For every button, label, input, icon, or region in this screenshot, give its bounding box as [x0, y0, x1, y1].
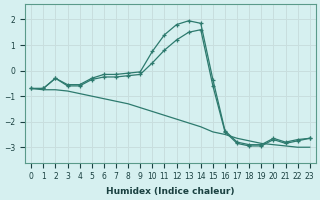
X-axis label: Humidex (Indice chaleur): Humidex (Indice chaleur) — [106, 187, 235, 196]
